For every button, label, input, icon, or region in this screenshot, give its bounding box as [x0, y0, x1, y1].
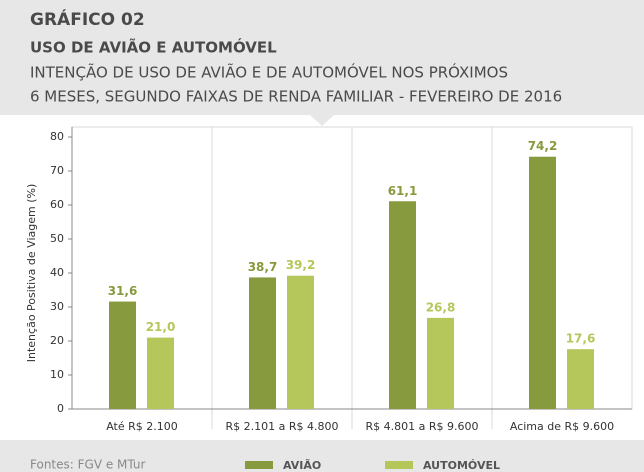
legend-label: AVIÃO [283, 459, 321, 472]
y-tick-label: 80 [50, 130, 64, 143]
x-tick-label: R$ 4.801 a R$ 9.600 [366, 420, 479, 433]
description: 6 MESES, SEGUNDO FAIXAS DE RENDA FAMILIA… [30, 88, 562, 106]
value-label: 39,2 [286, 258, 316, 272]
bar [249, 277, 276, 409]
value-label: 74,2 [528, 139, 558, 153]
y-tick-label: 10 [50, 368, 64, 381]
y-axis-label: Intenção Positiva de Viagem (%) [25, 184, 38, 362]
value-label: 26,8 [426, 300, 456, 314]
value-label: 61,1 [388, 184, 418, 198]
x-tick-label: Acima de R$ 9.600 [510, 420, 614, 433]
y-tick-label: 20 [50, 334, 64, 347]
bar [147, 337, 174, 409]
y-tick-label: 50 [50, 232, 64, 245]
bar [389, 201, 416, 409]
value-label: 17,6 [566, 332, 596, 346]
x-tick-label: Até R$ 2.100 [106, 420, 178, 433]
bar [109, 301, 136, 409]
bar [427, 317, 454, 409]
legend-swatch [385, 461, 413, 469]
value-label: 31,6 [108, 284, 138, 298]
bar [567, 349, 594, 409]
description: INTENÇÃO DE USO DE AVIÃO E DE AUTOMÓVEL … [30, 63, 508, 82]
value-label: 38,7 [248, 260, 278, 274]
value-label: 21,0 [146, 320, 176, 334]
legend-swatch [245, 461, 273, 469]
bar [529, 156, 556, 409]
y-tick-label: 60 [50, 198, 64, 211]
y-tick-label: 30 [50, 300, 64, 313]
chart-title: GRÁFICO 02 [30, 8, 145, 30]
source: Fontes: FGV e MTur [30, 458, 146, 472]
y-tick-label: 70 [50, 164, 64, 177]
y-tick-label: 40 [50, 266, 64, 279]
footer-bg [0, 440, 644, 472]
x-tick-label: R$ 2.101 a R$ 4.800 [226, 420, 339, 433]
y-tick-label: 0 [57, 402, 64, 415]
header-bg [0, 0, 644, 126]
legend-label: AUTOMÓVEL [423, 459, 500, 472]
chart-subtitle: USO DE AVIÃO E AUTOMÓVEL [30, 38, 277, 57]
bar [287, 275, 314, 409]
